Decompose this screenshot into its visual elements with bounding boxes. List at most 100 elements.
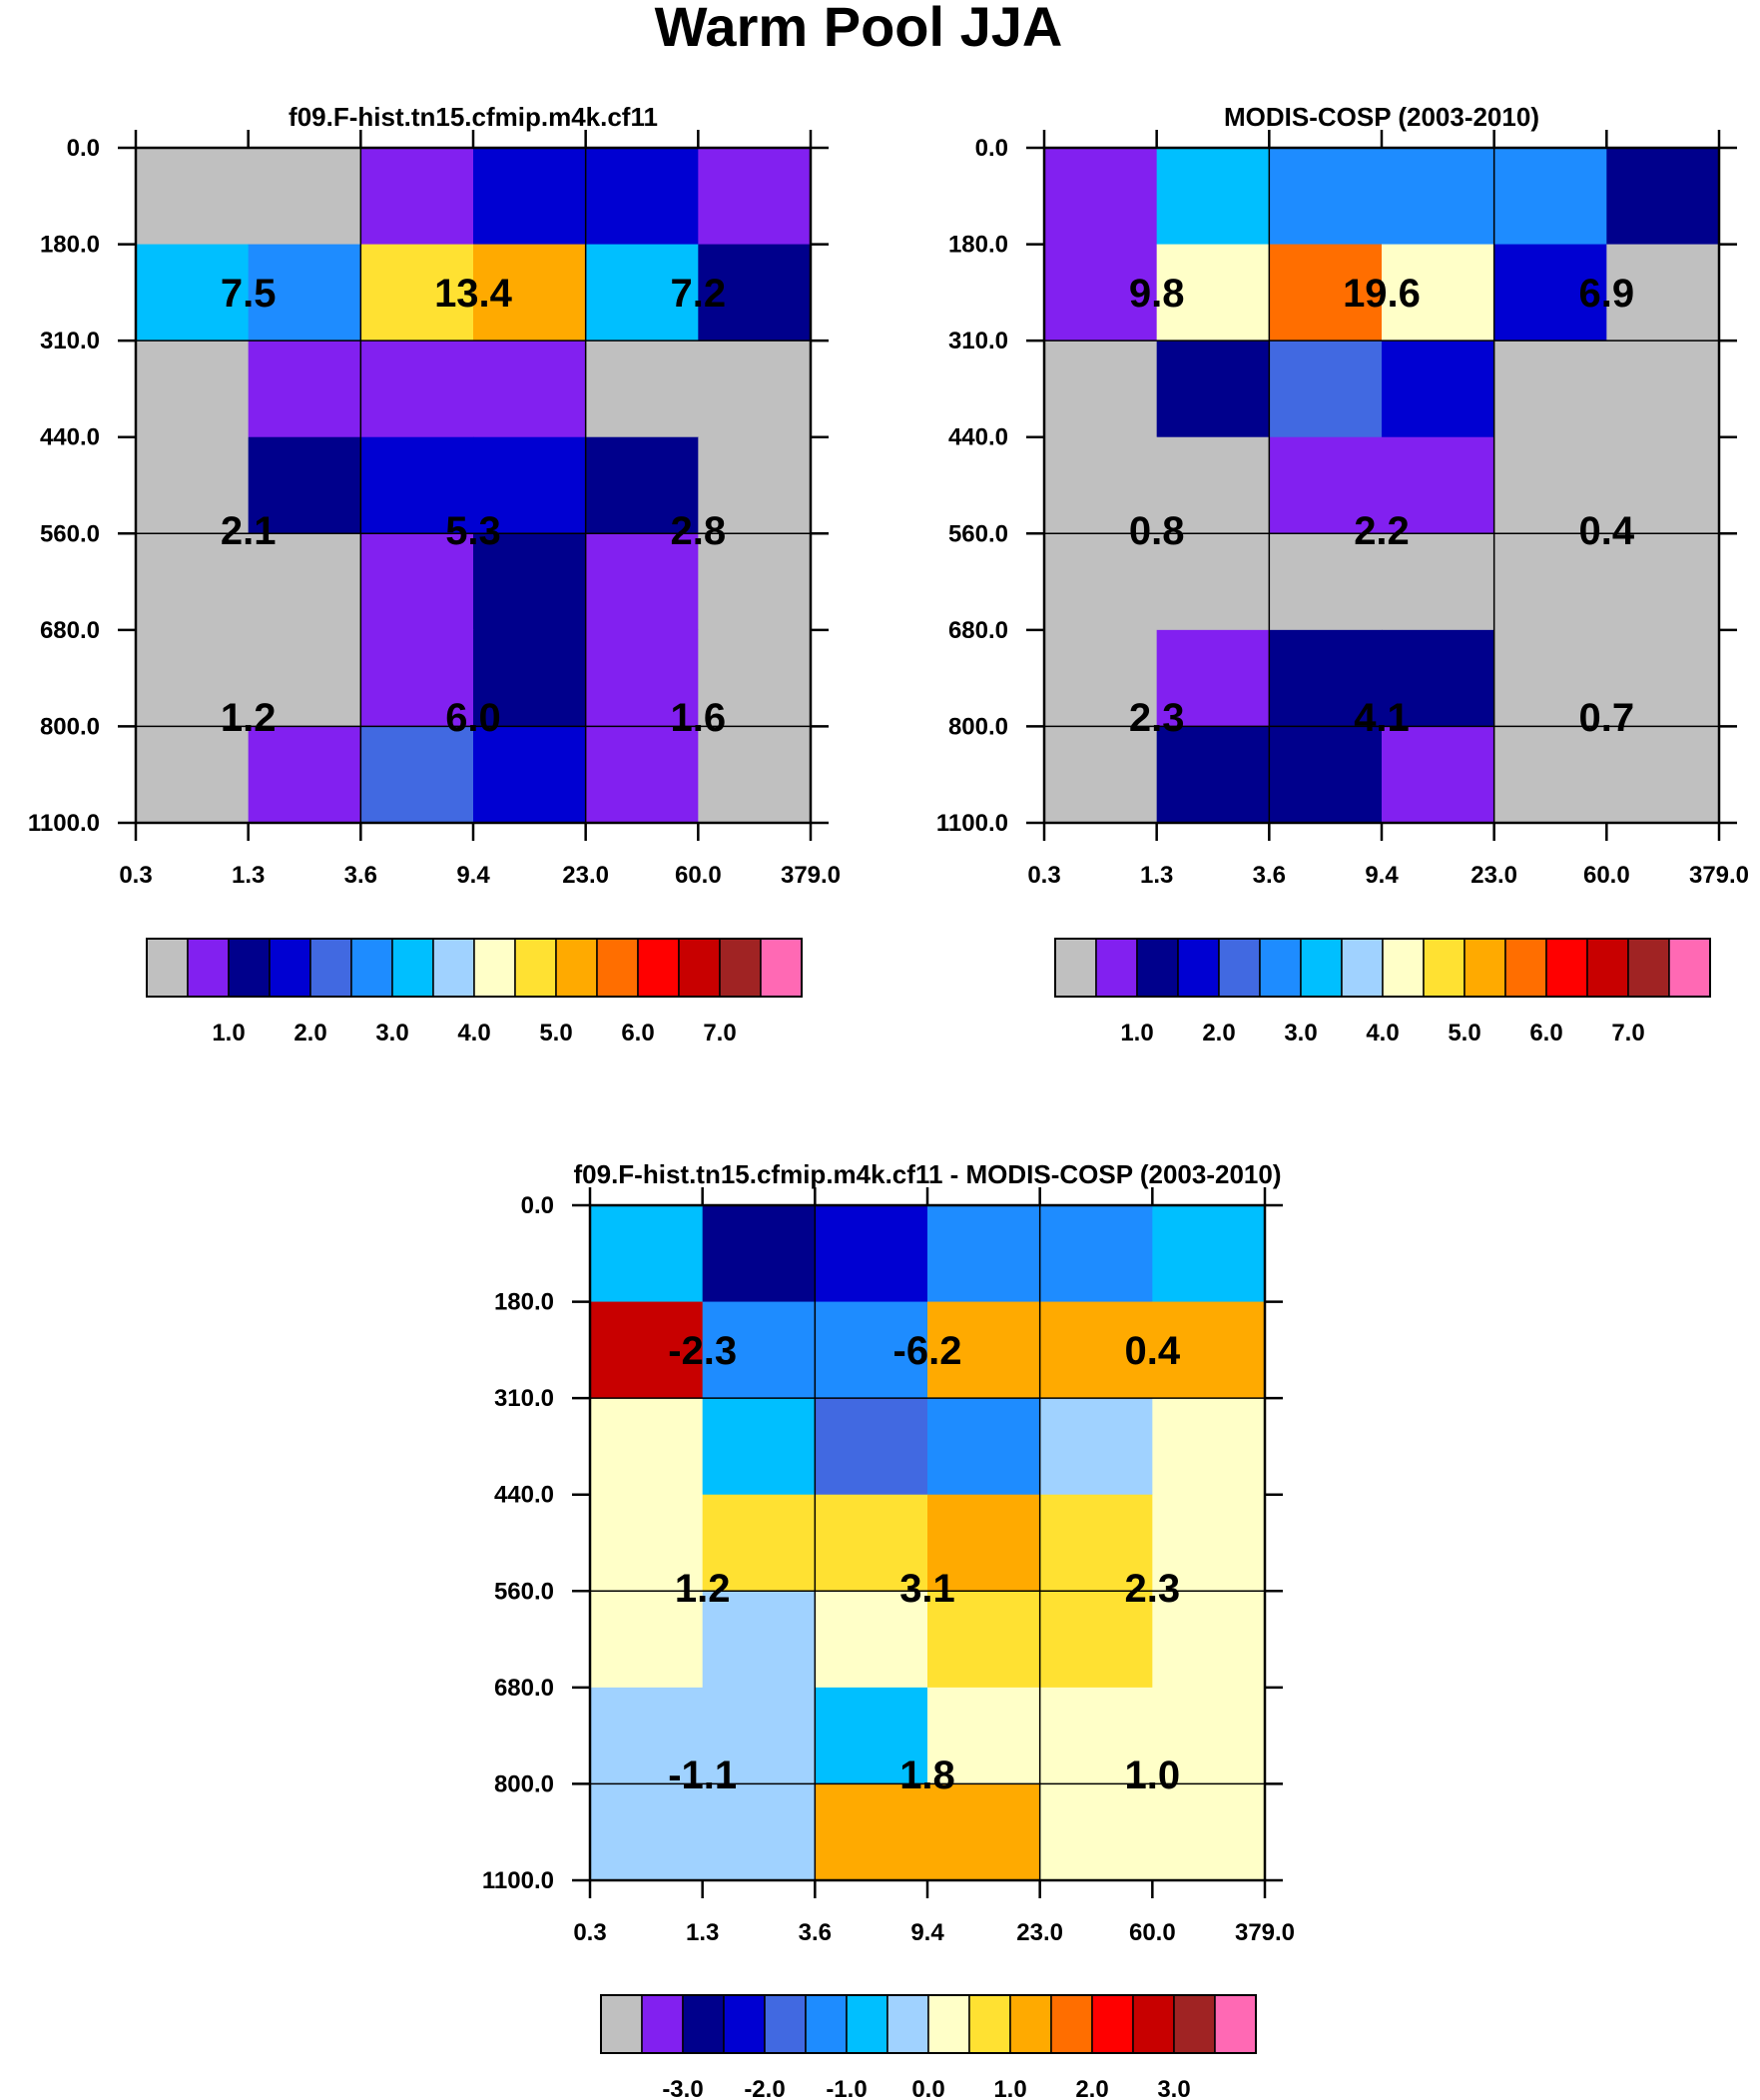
colorbar-label: 3.0 [375,1020,408,1047]
colorbar-swatch [846,1994,888,2054]
colorbar-label: 6.0 [1529,1020,1562,1047]
x-tick-label: 0.3 [119,862,152,889]
heatmap-cell [1269,533,1383,631]
heatmap-cell [136,436,250,534]
heatmap-cell [1044,341,1158,438]
heatmap-cell [1156,533,1270,631]
heatmap-cell [590,1205,704,1303]
colorbar-label: 2.0 [1075,2076,1108,2100]
heatmap-cell [1269,341,1383,438]
colorbar-label: 0.0 [911,2076,944,2100]
colorbar-swatch [641,1994,684,2054]
heatmap-cell [590,1687,704,1785]
colorbar-swatch [1136,938,1179,998]
heatmap-cell [1156,629,1270,728]
colorbar-label: 1.0 [993,2076,1026,2100]
x-tick-label: 23.0 [562,862,609,889]
y-tick-label: 440.0 [40,424,100,451]
summary-value: 6.9 [1579,272,1635,316]
summary-value: 0.4 [1579,509,1635,553]
colorbar-label: 3.0 [1157,2076,1190,2100]
heatmap-cell [815,1301,928,1399]
y-tick-label: 0.0 [521,1192,554,1219]
colorbar-label: -1.0 [826,2076,867,2100]
heatmap-cell [360,341,474,438]
x-tick-label: 3.6 [344,862,377,889]
colorbar-swatch [764,1994,807,2054]
heatmap-cell [1382,244,1495,342]
heatmap-cell [248,341,361,438]
panel-title: MODIS-COSP (2003-2010) [1224,102,1539,132]
heatmap-cell [1382,726,1495,824]
x-tick-label: 379.0 [1689,862,1749,889]
heatmap-cell [1493,629,1607,728]
heatmap-cell [1493,533,1607,631]
summary-value: -1.1 [668,1753,737,1797]
y-tick-label: 1100.0 [936,810,1008,837]
heatmap-cell [1039,1205,1153,1303]
heatmap-cell [1152,1301,1266,1399]
y-tick-label: 680.0 [494,1675,554,1702]
summary-value: 1.0 [1125,1753,1181,1797]
heatmap-cell [136,244,250,342]
heatmap-cell [815,1783,928,1881]
heatmap-cell [698,244,812,342]
colorbar-swatch [1423,938,1466,998]
heatmap-cell [360,148,474,246]
colorbar-swatch [1341,938,1384,998]
heatmap-cell [136,726,250,824]
x-tick-label: 1.3 [232,862,265,889]
x-tick-label: 3.6 [799,1919,832,1946]
colorbar-swatch [600,1994,643,2054]
heatmap-cell [1382,148,1495,246]
heatmap-cell [1152,1591,1266,1689]
figure-title: Warm Pool JJA [655,0,1063,58]
heatmap-cell [473,436,587,534]
heatmap-cell [1269,436,1383,534]
heatmap-cell [1382,533,1495,631]
heatmap-cell [585,148,699,246]
summary-value: 1.2 [675,1567,731,1611]
heatmap-cell [473,244,587,342]
panel-2: MODIS-COSP (2003-2010) 0.0 180.0 310.0 440.0… [936,102,1749,1047]
summary-value: 9.8 [1129,272,1185,316]
colorbar-swatch [968,1994,1011,2054]
colorbar-label: 5.0 [1448,1020,1480,1047]
heatmap-cell [473,148,587,246]
heatmap-cell [1606,629,1720,728]
colorbar-frame [1054,938,1711,998]
y-tick-label: 180.0 [494,1289,554,1316]
colorbar-swatch [1173,1994,1216,2054]
heatmap-cell [927,1398,1041,1496]
heatmap-cell [702,1687,816,1785]
y-tick-label: 680.0 [948,617,1008,644]
colorbar-swatch [596,938,639,998]
summary-value: 3.1 [899,1567,955,1611]
heatmap-cell [1044,436,1158,534]
summary-value: 1.2 [221,696,277,740]
heatmap-cell [248,436,361,534]
heatmap-cell [1039,1398,1153,1496]
colorbar-swatch [805,1994,848,2054]
heatmap-cell [585,629,699,728]
colorbar-frame [600,1994,1257,2054]
colorbar-swatch [473,938,516,998]
heatmap-cell [136,148,250,246]
summary-value: 2.3 [1129,696,1185,740]
heatmap-cell [1152,1205,1266,1303]
heatmap-cell [473,726,587,824]
colorbar-frame [146,938,803,998]
colorbar-label: 4.0 [1366,1020,1399,1047]
colorbar-swatch [391,938,434,998]
heatmap-cell [590,1301,704,1399]
colorbar-swatch [1259,938,1302,998]
colorbar-swatch [1545,938,1588,998]
colorbar-swatch [555,938,598,998]
x-tick-label: 1.3 [1140,862,1173,889]
summary-value: 0.8 [1129,509,1185,553]
heatmap-cell [1044,244,1158,342]
colorbar-swatch [432,938,475,998]
heatmap-cell [136,533,250,631]
y-tick-label: 310.0 [494,1385,554,1412]
